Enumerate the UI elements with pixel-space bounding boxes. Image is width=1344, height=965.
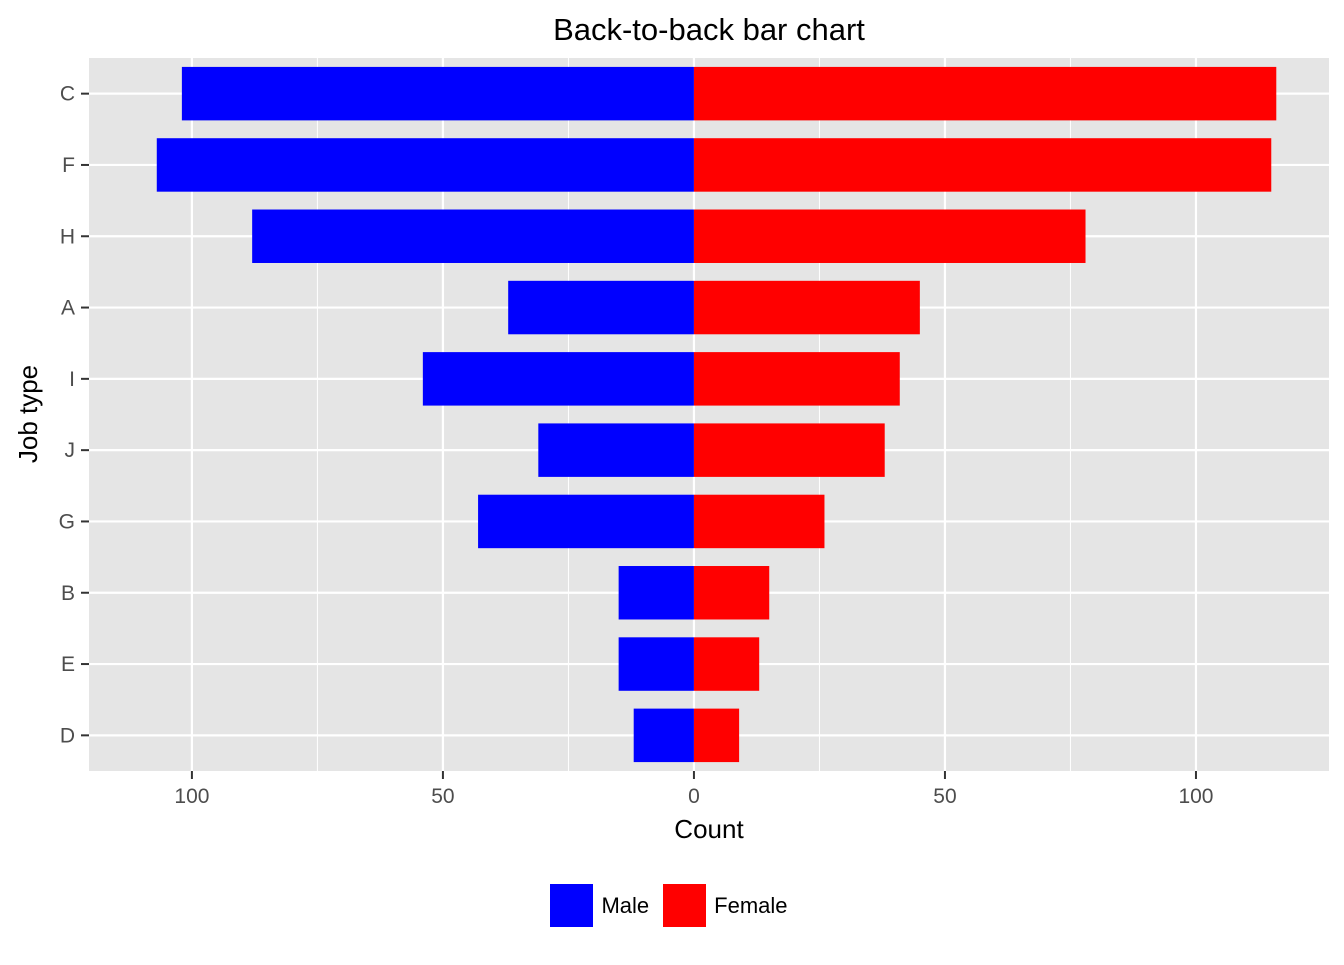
bar-female-j bbox=[693, 423, 885, 477]
y-tick-label: H bbox=[60, 225, 75, 248]
bar-female-d bbox=[693, 708, 740, 763]
y-tick-label: F bbox=[62, 154, 75, 177]
y-axis-title: Job type bbox=[13, 365, 43, 463]
bar-male-e bbox=[618, 637, 694, 691]
x-tick-label: 50 bbox=[431, 785, 454, 808]
bar-female-i bbox=[693, 352, 900, 406]
bar-male-f bbox=[156, 138, 694, 192]
legend-item-male: Male bbox=[550, 884, 655, 927]
y-tick-label: G bbox=[59, 510, 75, 533]
y-tick-label: C bbox=[60, 83, 75, 106]
y-tick-label: D bbox=[60, 724, 75, 747]
y-tick-label: J bbox=[65, 439, 76, 462]
x-tick-label: 100 bbox=[1178, 785, 1213, 808]
legend: Male Female bbox=[0, 884, 1344, 927]
x-tick-label: 50 bbox=[933, 785, 956, 808]
bar-female-a bbox=[693, 280, 920, 335]
axes-layer: C F H A I J G B E D 100 50 0 50 100 bbox=[59, 83, 1214, 808]
legend-label-female: Female bbox=[714, 892, 788, 918]
bar-male-h bbox=[252, 209, 694, 263]
bar-male-g bbox=[478, 494, 694, 549]
bar-male-b bbox=[618, 566, 694, 620]
bars-layer bbox=[156, 66, 1277, 763]
y-tick-label: I bbox=[69, 368, 75, 391]
legend-label-male: Male bbox=[601, 892, 650, 918]
bar-female-b bbox=[693, 566, 770, 620]
bar-female-h bbox=[693, 209, 1086, 263]
bar-male-i bbox=[422, 352, 694, 406]
x-tick-label: 0 bbox=[688, 785, 700, 808]
legend-key-male bbox=[550, 884, 594, 927]
bar-female-g bbox=[693, 494, 825, 549]
chart-title: Back-to-back bar chart bbox=[553, 12, 865, 47]
legend-item-female: Female bbox=[663, 884, 793, 927]
y-tick-label: E bbox=[61, 653, 75, 676]
y-tick-label: B bbox=[61, 582, 75, 605]
bar-male-j bbox=[538, 423, 694, 477]
x-axis-title: Count bbox=[674, 814, 744, 844]
bar-female-e bbox=[693, 637, 760, 691]
bar-female-f bbox=[693, 138, 1272, 192]
bar-male-c bbox=[181, 66, 694, 121]
legend-key-female bbox=[663, 884, 707, 927]
bar-male-a bbox=[508, 280, 694, 335]
x-tick-label: 100 bbox=[174, 785, 209, 808]
bar-female-c bbox=[693, 66, 1277, 121]
y-tick-label: A bbox=[61, 297, 75, 320]
bar-male-d bbox=[633, 708, 694, 763]
